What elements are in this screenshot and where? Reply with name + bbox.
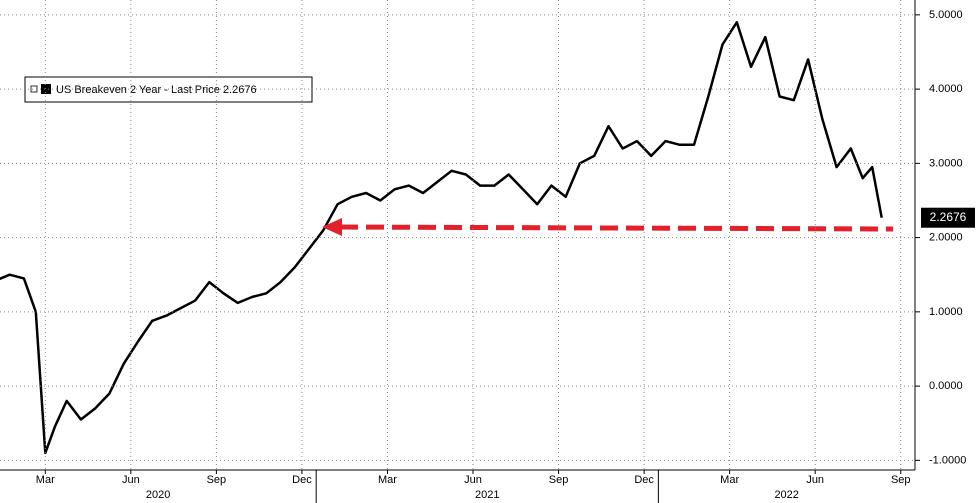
series-line (0, 21, 883, 455)
legend-swatch (41, 84, 51, 94)
x-tick-label: Sep (207, 474, 227, 486)
x-tick-label: Dec (634, 474, 654, 486)
x-tick-label: Sep (891, 474, 911, 486)
x-tick-label: Jun (806, 474, 824, 486)
arrow-head (322, 218, 342, 236)
x-tick-label: Jun (122, 474, 140, 486)
x-tick-label: Dec (292, 474, 312, 486)
x-tick-label: Sep (549, 474, 569, 486)
year-label: 2021 (475, 489, 499, 501)
annotation-arrow (322, 218, 894, 236)
y-tick-label: -1.0000 (929, 454, 966, 466)
year-label: 2020 (146, 489, 170, 501)
y-tick-label: 0.0000 (929, 380, 963, 392)
last-price-label: 2.2676 (930, 210, 967, 224)
y-tick-label: 4.0000 (929, 83, 963, 95)
y-tick-label: 2.0000 (929, 232, 963, 244)
y-tick-label: 3.0000 (929, 157, 963, 169)
dashed-line (339, 224, 894, 232)
x-tick-label: Mar (720, 474, 739, 486)
y-tick-label: 1.0000 (929, 306, 963, 318)
legend-label: US Breakeven 2 Year - Last Price 2.2676 (56, 84, 257, 96)
y-tick-label: 5.0000 (929, 9, 963, 21)
x-tick-label: Mar (36, 474, 55, 486)
last-price-box (921, 207, 975, 228)
year-label: 2022 (774, 489, 798, 501)
x-tick-label: Mar (378, 474, 397, 486)
plot-area (0, 21, 883, 455)
x-tick-label: Jun (464, 474, 482, 486)
